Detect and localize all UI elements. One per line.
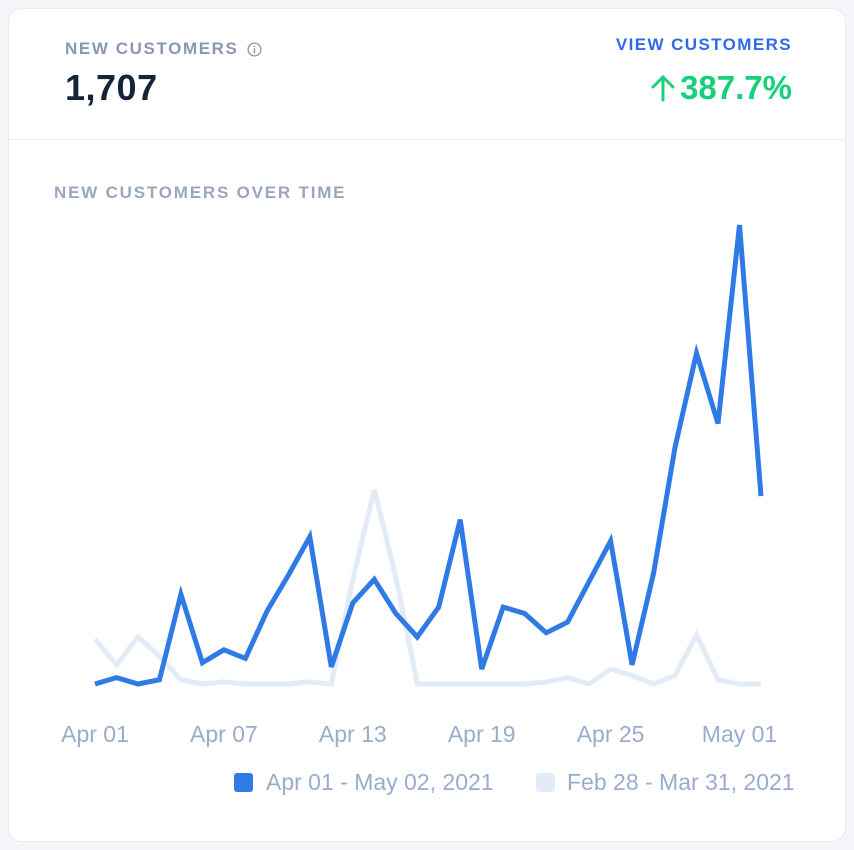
x-tick-label: Apr 13 bbox=[319, 721, 387, 747]
series-line-current bbox=[94, 224, 764, 687]
metric-label-text: NEW CUSTOMERS bbox=[65, 39, 239, 58]
x-tick-label: Apr 19 bbox=[448, 721, 516, 747]
x-tick-label: Apr 01 bbox=[61, 721, 129, 747]
x-tick-label: Apr 07 bbox=[190, 721, 258, 747]
change-value: 387.7% bbox=[680, 69, 792, 106]
change-indicator: 387.7% bbox=[650, 69, 792, 107]
legend-item-current-label[interactable]: Apr 01 - May 02, 2021 bbox=[266, 769, 494, 795]
view-customers-link[interactable]: VIEW CUSTOMERS bbox=[615, 35, 792, 54]
x-tick-label: Apr 25 bbox=[577, 721, 645, 747]
series-line-previous bbox=[93, 489, 761, 687]
customers-card: NEW CUSTOMERS 1,707 VIEW CUSTOMERS 387.7… bbox=[8, 8, 846, 842]
chart-title: NEW CUSTOMERS OVER TIME bbox=[54, 183, 347, 202]
legend-item-previous-label[interactable]: Feb 28 - Mar 31, 2021 bbox=[567, 769, 795, 795]
metric-value: 1,707 bbox=[65, 67, 158, 108]
arrow-up-icon bbox=[651, 75, 675, 102]
legend-item-current-swatch bbox=[234, 773, 253, 792]
info-circle-icon[interactable] bbox=[246, 41, 262, 57]
metric-label: NEW CUSTOMERS bbox=[65, 39, 262, 59]
legend-item-previous-swatch bbox=[536, 773, 555, 792]
card-header: NEW CUSTOMERS 1,707 VIEW CUSTOMERS 387.7… bbox=[9, 9, 845, 140]
x-tick-label: May 01 bbox=[702, 721, 777, 747]
